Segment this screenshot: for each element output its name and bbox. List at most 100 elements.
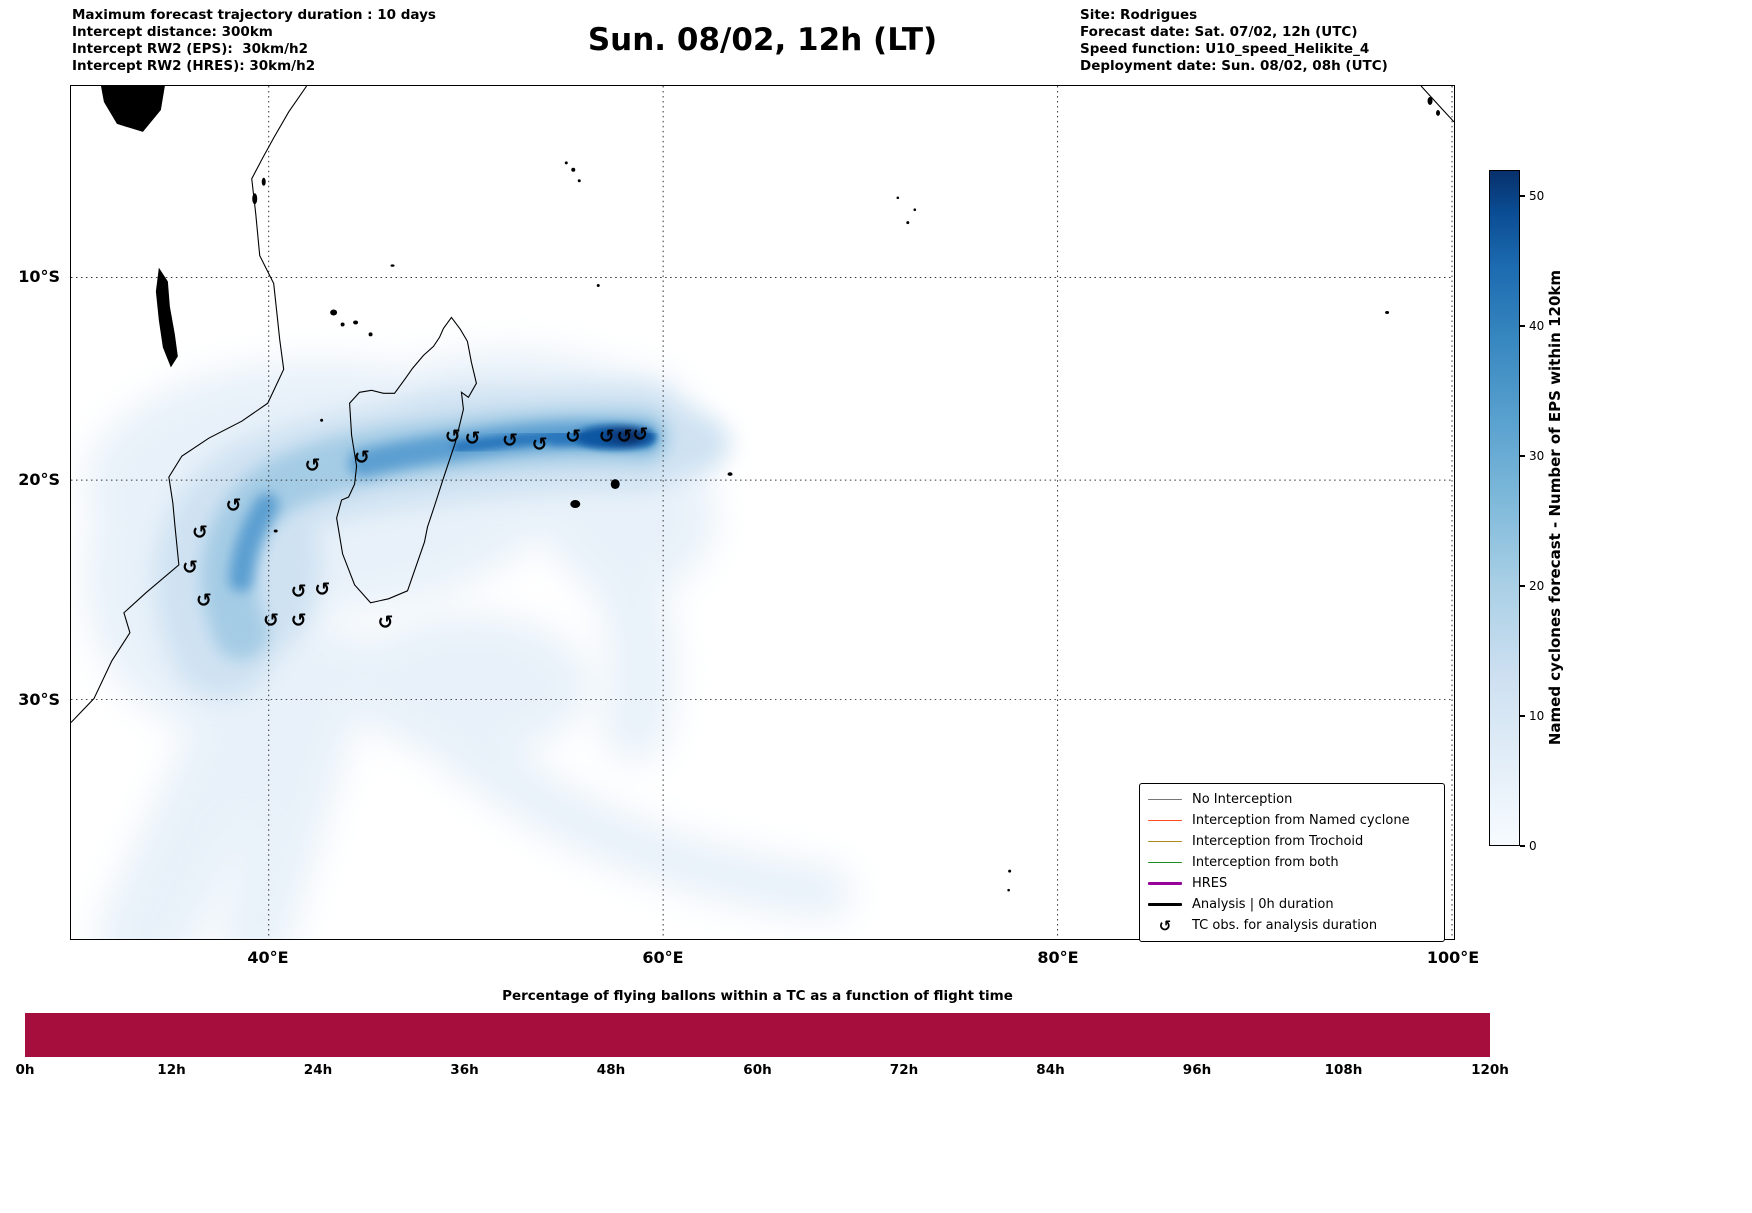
colorbar-tick-label: 30 bbox=[1529, 449, 1545, 463]
madagascar-coastline bbox=[336, 316, 477, 604]
colorbar-tick-label: 20 bbox=[1529, 579, 1545, 593]
x-axis-tick-label: 80°E bbox=[1037, 948, 1079, 967]
legend-line bbox=[1148, 881, 1182, 886]
tc-observation-icon: ↺ bbox=[290, 609, 307, 632]
colorbar-ticks: 0 10 20 30 40 50 bbox=[1520, 170, 1562, 853]
mayotte-island bbox=[368, 332, 373, 337]
colorbar-tick: 30 bbox=[1520, 449, 1544, 463]
mentawai-island bbox=[1436, 109, 1441, 116]
graticule-gridlines bbox=[71, 86, 1454, 939]
africa-coastline bbox=[71, 86, 308, 723]
mauritius-island bbox=[610, 479, 620, 490]
site-info-line: Forecast date: Sat. 07/02, 12h (UTC) bbox=[1080, 24, 1358, 40]
colorbar-axis-label-text: Named cyclones forecast - Number of EPS … bbox=[1546, 270, 1564, 746]
forecast-param-line: Intercept RW2 (EPS): 30km/h2 bbox=[72, 41, 308, 57]
colorbar-tick: 50 bbox=[1520, 189, 1544, 203]
legend-row: Interception from Trochoid bbox=[1148, 831, 1436, 852]
flight-time-tick-label: 12h bbox=[157, 1062, 186, 1078]
comoros-island bbox=[330, 309, 338, 316]
site-info-line: Speed function: U10_speed_Helikite_4 bbox=[1080, 41, 1370, 57]
comoros-island bbox=[353, 320, 359, 325]
flight-time-bar bbox=[25, 1013, 1490, 1057]
tc-observation-icon: ↺ bbox=[531, 434, 548, 457]
flight-time-tick-label: 120h bbox=[1471, 1062, 1509, 1078]
colorbar-tick-label: 0 bbox=[1529, 839, 1537, 853]
flight-time-tick-label: 108h bbox=[1324, 1062, 1363, 1078]
agalega-island bbox=[596, 284, 600, 288]
tc-observation-icon: ↺ bbox=[632, 423, 649, 446]
flight-time-tick-label: 72h bbox=[889, 1062, 919, 1078]
forecast-params-block: Maximum forecast trajectory duration : 1… bbox=[72, 7, 436, 75]
europa-island bbox=[273, 529, 278, 533]
lake-victoria bbox=[100, 86, 165, 132]
site-info-line: Site: Rodrigues bbox=[1080, 7, 1198, 23]
rodrigues-island bbox=[727, 472, 733, 476]
flight-time-tick-label: 48h bbox=[596, 1062, 626, 1078]
tc-observation-icon: ↺ bbox=[377, 611, 394, 634]
legend-line-sample bbox=[1148, 861, 1182, 864]
legend-row: HRES bbox=[1148, 873, 1436, 894]
legend-line-sample bbox=[1148, 840, 1182, 843]
aldabra-island bbox=[390, 264, 395, 267]
legend-line bbox=[1148, 798, 1182, 801]
legend-rows: No Interception Interception from Named c… bbox=[1148, 789, 1436, 936]
chagos-island bbox=[896, 196, 900, 200]
lake-malawi bbox=[155, 267, 178, 368]
colorbar-tick-mark bbox=[1520, 845, 1525, 847]
legend-label: Interception from both bbox=[1192, 855, 1339, 870]
legend-label: No Interception bbox=[1192, 792, 1293, 807]
legend-line-sample bbox=[1148, 819, 1182, 822]
y-axis-tick-label: 10°S bbox=[18, 267, 60, 286]
tc-observation-icon: ↺ bbox=[314, 578, 331, 601]
colorbar-tick-label: 40 bbox=[1529, 319, 1545, 333]
legend-label: HRES bbox=[1192, 876, 1228, 891]
reunion-island bbox=[570, 500, 581, 509]
st-paul-island bbox=[1007, 888, 1010, 892]
legend-row: ↺ TC obs. for analysis duration bbox=[1148, 915, 1436, 936]
seychelles-island bbox=[577, 179, 581, 183]
flight-time-tick-label: 84h bbox=[1036, 1062, 1065, 1078]
comoros-island bbox=[340, 322, 345, 327]
tc-observation-icon: ↺ bbox=[225, 494, 242, 517]
legend-line-sample bbox=[1148, 902, 1182, 907]
map-legend: No Interception Interception from Named c… bbox=[1139, 783, 1445, 942]
colorbar-tick: 0 bbox=[1520, 839, 1537, 853]
legend-line-sample bbox=[1148, 798, 1182, 801]
legend-label: Analysis | 0h duration bbox=[1192, 897, 1334, 912]
flight-time-tick-label: 96h bbox=[1182, 1062, 1212, 1078]
legend-row: Analysis | 0h duration bbox=[1148, 894, 1436, 915]
legend-line bbox=[1148, 840, 1182, 843]
site-info-line: Deployment date: Sun. 08/02, 08h (UTC) bbox=[1080, 58, 1388, 74]
legend-line bbox=[1148, 902, 1182, 907]
colorbar-tick-mark bbox=[1520, 585, 1525, 587]
y-axis-tick-label: 20°S bbox=[18, 470, 60, 489]
colorbar-tick: 10 bbox=[1520, 709, 1544, 723]
flight-time-chart-title: Percentage of flying ballons within a TC… bbox=[502, 988, 1013, 1004]
x-axis-tick-label: 40°E bbox=[247, 948, 289, 967]
tc-marker-icon: ↺ bbox=[1158, 916, 1172, 935]
y-axis-tick-label: 30°S bbox=[18, 690, 60, 709]
flight-time-tick-label: 36h bbox=[450, 1062, 479, 1078]
tc-observation-icon: ↺ bbox=[195, 589, 212, 612]
tc-observation-icon: ↺ bbox=[290, 580, 307, 603]
colorbar-tick-mark bbox=[1520, 715, 1525, 717]
flight-time-axis: 0h 12h 24h 36h 48h 60h 72h 84h 96h 108h 120h bbox=[15, 1062, 1508, 1082]
tc-observation-icon: ↺ bbox=[501, 429, 518, 452]
seychelles-island bbox=[564, 161, 568, 165]
legend-label: Interception from Named cyclone bbox=[1192, 813, 1410, 828]
pemba-island bbox=[261, 177, 266, 186]
legend-row: Interception from both bbox=[1148, 852, 1436, 873]
forecast-param-line: Intercept distance: 300km bbox=[72, 24, 273, 40]
tc-observation-icon: ↺ bbox=[353, 446, 370, 469]
legend-line bbox=[1148, 861, 1182, 864]
legend-line bbox=[1148, 819, 1182, 822]
legend-line-sample bbox=[1148, 881, 1182, 886]
colorbar-tick: 40 bbox=[1520, 319, 1544, 333]
page-title: Sun. 08/02, 12h (LT) bbox=[587, 22, 938, 58]
legend-row: No Interception bbox=[1148, 789, 1436, 810]
colorbar-tick-label: 10 bbox=[1529, 709, 1545, 723]
site-info-block: Site: Rodrigues Forecast date: Sat. 07/02… bbox=[1080, 7, 1388, 75]
tc-observation-icon: ↺ bbox=[464, 427, 481, 450]
seychelles-island bbox=[571, 167, 576, 172]
